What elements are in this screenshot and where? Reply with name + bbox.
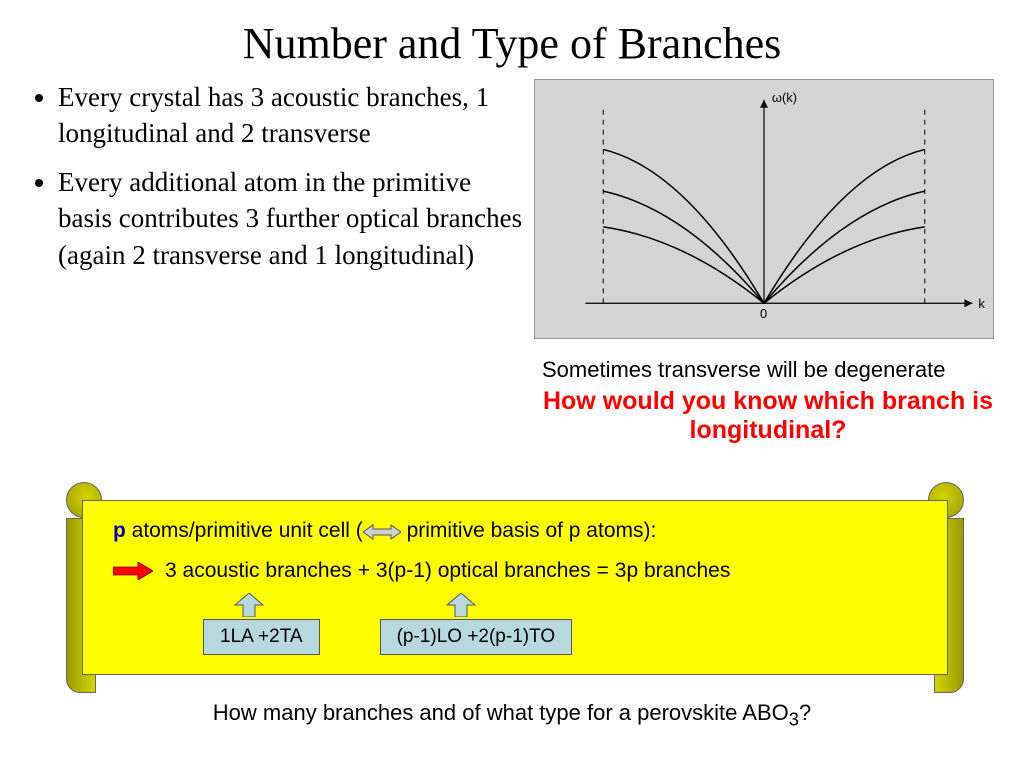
dispersion-chart: ω(k) k 0 [534,79,994,339]
line1-text-b: primitive basis of p atoms): [401,519,657,542]
acoustic-text: 3 acoustic branches [165,559,352,583]
origin-label: 0 [760,306,767,321]
x-axis-label: k [978,296,985,311]
chart-caption: Sometimes transverse will be degenerate [534,357,994,383]
scroll-content: p atoms/primitive unit cell ( primitive … [82,500,948,675]
up-arrows-row [233,593,917,617]
red-arrow-icon [113,562,153,580]
scroll-banner: p atoms/primitive unit cell ( primitive … [60,490,970,685]
bullet-list: Every crystal has 3 acoustic branches, 1… [30,79,524,445]
line1-text-a: atoms/primitive unit cell ( [126,519,363,542]
bullet-item: Every crystal has 3 acoustic branches, 1… [58,79,524,152]
up-arrow-icon [445,593,477,617]
scroll-line-1: p atoms/primitive unit cell ( primitive … [113,519,917,543]
final-q-text-a: How many branches and of what type for a… [213,700,789,725]
content-row: Every crystal has 3 acoustic branches, 1… [0,79,1024,445]
optical-box: (p-1)LO +2(p-1)TO [380,619,573,655]
chart-svg: ω(k) k 0 [535,80,993,338]
acoustic-box: 1LA +2TA [203,619,320,655]
scroll-line-2: 3 acoustic branches + 3(p-1) optical bra… [113,559,917,583]
bullet-item: Every additional atom in the primitive b… [58,164,524,273]
final-question: How many branches and of what type for a… [0,700,1024,730]
total-text: = 3p branches [597,559,731,583]
optical-text: + 3(p-1) optical branches [358,559,591,583]
double-arrow-icon [363,523,401,541]
boxes-row: 1LA +2TA (p-1)LO +2(p-1)TO [203,619,917,655]
chart-area: ω(k) k 0 Sometimes transverse will be de… [524,79,994,445]
slide-title: Number and Type of Branches [0,0,1024,79]
final-q-text-b: ? [799,700,811,725]
question-text: How would you know which branch is longi… [534,387,994,445]
y-axis-label: ω(k) [772,90,797,105]
p-symbol: p [113,519,126,542]
up-arrow-icon [233,593,265,617]
final-q-subscript: 3 [789,708,799,729]
